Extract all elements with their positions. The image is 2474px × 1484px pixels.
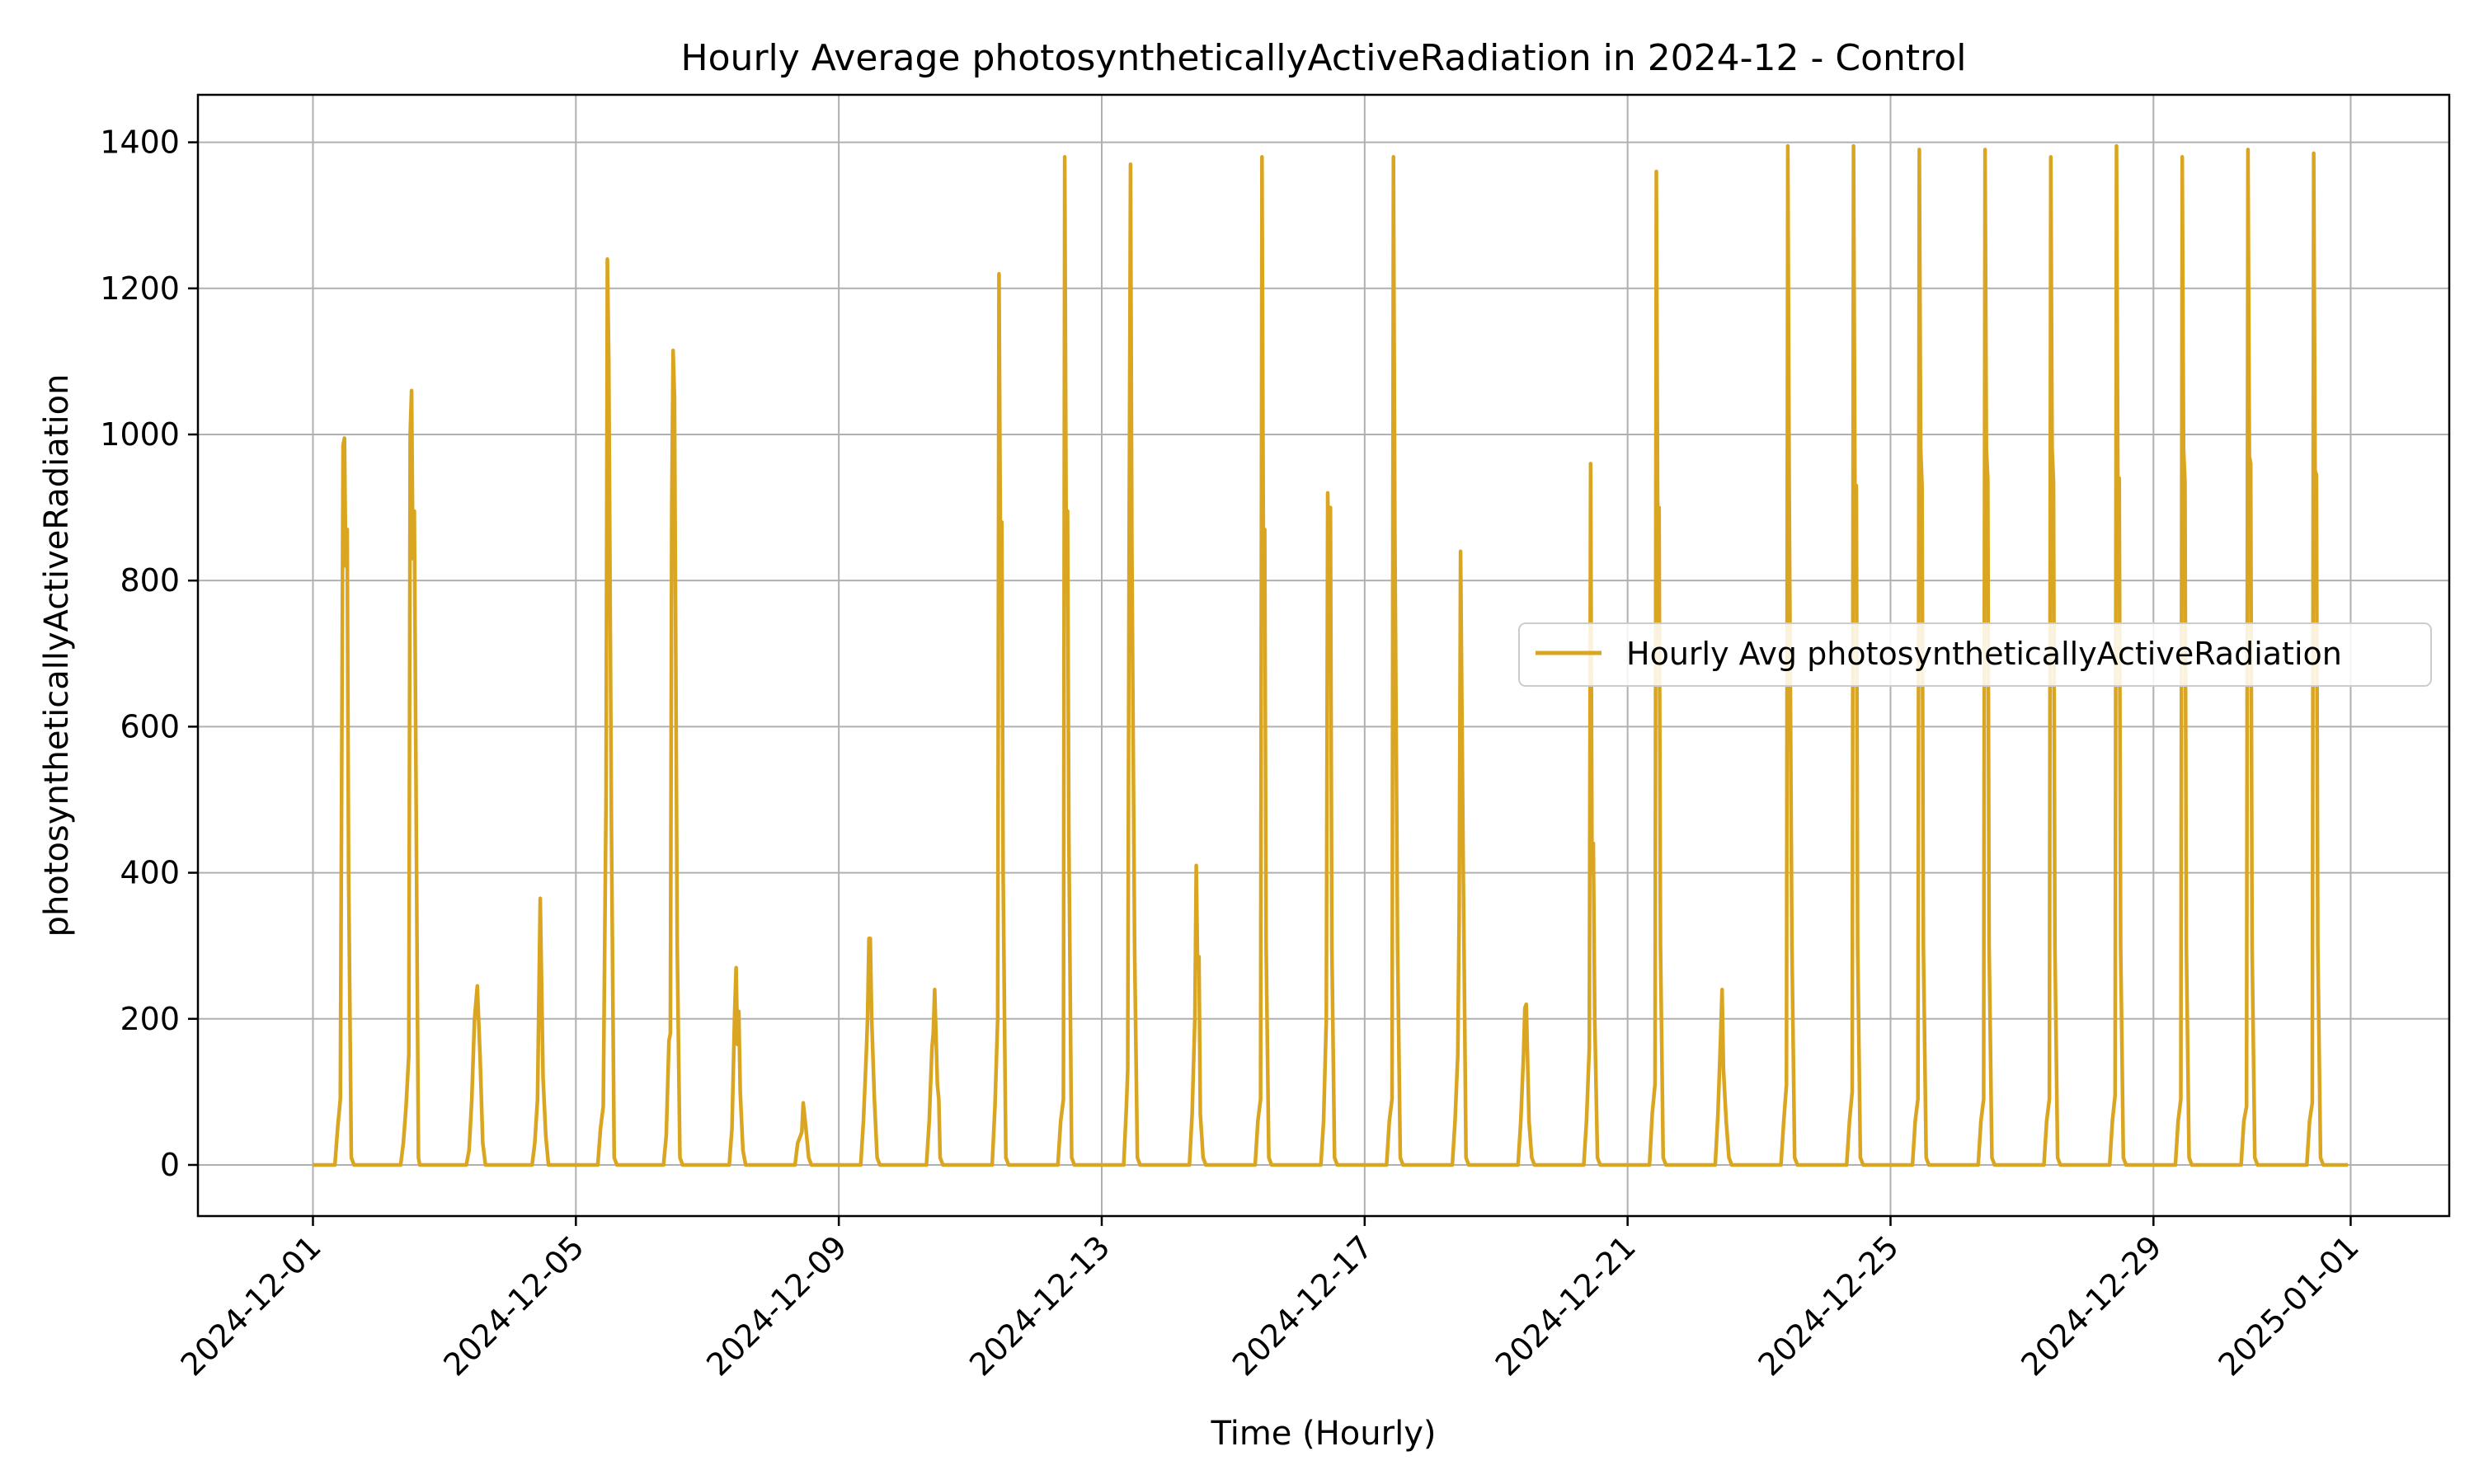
y-axis-label: photosyntheticallyActiveRadiation — [38, 374, 76, 937]
legend-label: Hourly Avg photosyntheticallyActiveRadia… — [1626, 636, 2342, 672]
y-tick-label: 800 — [120, 562, 180, 599]
x-axis-label: Time (Hourly) — [1211, 1415, 1437, 1453]
chart-title: Hourly Average photosyntheticallyActiveR… — [681, 37, 1967, 79]
series-line — [313, 143, 2349, 1167]
legend: Hourly Avg photosyntheticallyActiveRadia… — [1518, 622, 2432, 687]
series-layer — [313, 143, 2349, 1167]
y-tick-label: 600 — [120, 708, 180, 744]
y-tick-label: 200 — [120, 1001, 180, 1037]
y-tick-label: 1000 — [100, 416, 180, 453]
plot-frame — [196, 93, 2451, 1218]
y-tick-label: 1200 — [100, 270, 180, 307]
y-tick-label: 0 — [160, 1147, 180, 1183]
y-tick-label: 1400 — [100, 124, 180, 161]
y-tick-label: 400 — [120, 855, 180, 891]
legend-box — [1518, 622, 2432, 687]
y-axis: 0 200 400 600 800 1000 1200 1400 — [100, 124, 198, 1183]
